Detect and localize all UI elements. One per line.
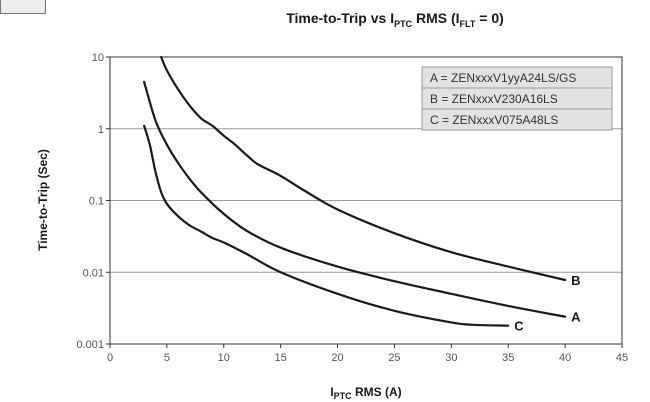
x-axis-title: IPTC RMS (A) — [330, 385, 401, 401]
legend-entry-b: B = ZENxxxV230A16LS — [430, 92, 558, 106]
series-line-a — [143, 80, 567, 318]
y-ticks: 0.001 0.01 0.1 1 10 — [76, 52, 110, 351]
x-tick-label: 5 — [164, 352, 170, 364]
x-ticks: 0 5 10 15 20 25 30 35 40 45 — [107, 344, 628, 364]
y-tick-label: 10 — [92, 52, 104, 64]
series-line-b — [160, 55, 567, 282]
y-tick-label: 0.01 — [83, 267, 104, 279]
curve-label-a: A — [571, 310, 581, 325]
curve-label-b: B — [571, 273, 580, 288]
legend: A = ZENxxxV1yyA24LS/GS B = ZENxxxV230A16… — [421, 66, 613, 131]
chart-title: Time-to-Trip vs IPTC RMS (IFLT = 0) — [286, 10, 504, 29]
figure-tab — [0, 0, 46, 14]
x-tick-label: 45 — [616, 352, 628, 364]
y-axis-title: Time-to-Trip (Sec) — [36, 149, 50, 251]
curve-labels: A B C — [514, 273, 581, 334]
x-tick-label: 25 — [388, 352, 400, 364]
y-tick-label: 0.1 — [89, 196, 104, 208]
x-tick-label: 15 — [275, 352, 287, 364]
legend-box — [421, 66, 613, 131]
curve-label-c: C — [514, 319, 524, 334]
x-tick-label: 20 — [331, 352, 343, 364]
x-tick-label: 35 — [502, 352, 514, 364]
y-tick-label: 1 — [98, 124, 104, 136]
x-tick-label: 40 — [559, 352, 571, 364]
x-tick-label: 0 — [107, 352, 113, 364]
series-line-c — [143, 124, 510, 327]
legend-entry-c: C = ZENxxxV075A48LS — [430, 113, 558, 127]
series-layer — [143, 55, 567, 327]
y-tick-label: 0.001 — [76, 339, 104, 351]
grid-layer — [110, 128, 622, 273]
legend-entry-a: A = ZENxxxV1yyA24LS/GS — [430, 71, 576, 85]
x-tick-label: 30 — [445, 352, 457, 364]
x-tick-label: 10 — [218, 352, 230, 364]
